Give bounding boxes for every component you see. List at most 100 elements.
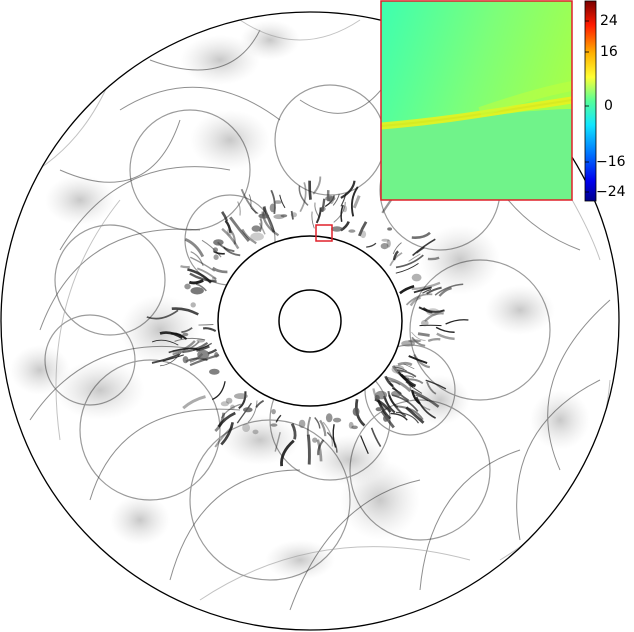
ring-clump: [251, 225, 261, 232]
ring-clump: [212, 247, 218, 253]
ring-filament: [182, 395, 206, 410]
ring-clump: [225, 397, 233, 404]
ring-filament: [162, 354, 184, 362]
colorbar-tick-16: 16: [600, 44, 618, 60]
ring-filament: [189, 272, 217, 283]
ring-filament: [326, 431, 338, 453]
ring-filament: [370, 427, 382, 448]
ring-filament: [332, 193, 340, 206]
ring-filament: [360, 435, 369, 454]
ring-filament: [238, 391, 247, 410]
ring-filament: [422, 288, 432, 294]
ring-filament: [258, 222, 266, 235]
ring-filament: [390, 412, 408, 421]
ring-filament: [408, 355, 428, 365]
ring-clump: [243, 407, 253, 413]
ring-filament: [146, 309, 179, 320]
ring-filament: [426, 381, 437, 395]
ring-filament: [350, 186, 359, 217]
ring-clump: [252, 429, 259, 435]
ring-filament: [151, 339, 179, 346]
ring-filament: [397, 405, 424, 421]
ring-filament: [389, 252, 403, 267]
ring-filament: [250, 207, 259, 214]
ring-filament: [394, 366, 407, 372]
ring-clump: [280, 214, 288, 218]
ring-filament: [425, 379, 447, 390]
ring-filament: [397, 361, 413, 367]
ring-filament: [352, 195, 361, 209]
ring-filament: [240, 188, 258, 215]
ring-filament: [422, 307, 433, 314]
ring-clump: [380, 243, 389, 250]
ring-filament: [221, 227, 240, 250]
colorbar-tick-24: 24: [600, 13, 618, 29]
shock-pattern: [10, 19, 611, 611]
ring-clump: [214, 352, 219, 358]
ring-filament: [412, 390, 440, 408]
ring-filament: [224, 220, 232, 234]
ring-filament: [405, 293, 433, 306]
ring-filament: [274, 432, 281, 452]
ring-filament: [417, 332, 430, 337]
ring-filament: [314, 417, 321, 429]
ring-filament: [220, 422, 234, 446]
ring-clump: [421, 319, 429, 327]
ring-clump: [348, 421, 354, 429]
ring-filament: [413, 286, 432, 294]
ring-clump: [329, 196, 334, 205]
ring-filament: [195, 283, 207, 292]
ring-filament: [214, 412, 226, 433]
ring-filament: [438, 286, 452, 297]
turbulent-ring: [146, 176, 469, 467]
ring-filament: [298, 185, 309, 206]
ring-clump: [298, 419, 306, 429]
ring-filament: [237, 201, 241, 216]
ring-filament: [183, 341, 200, 351]
ring-clump: [242, 423, 251, 433]
ring-filament: [308, 180, 312, 200]
ring-clump: [290, 212, 297, 218]
ring-filament: [217, 411, 236, 428]
ring-filament: [405, 380, 415, 388]
ring-filament: [340, 204, 344, 222]
ring-filament: [201, 239, 222, 258]
ring-clump: [331, 226, 343, 232]
ring-filament: [395, 254, 424, 269]
ring-filament: [388, 380, 401, 386]
ring-clump: [351, 425, 358, 430]
ring-clump: [387, 227, 392, 231]
ring-clump: [182, 356, 189, 364]
ring-filament: [397, 369, 417, 378]
ring-clump: [211, 276, 217, 281]
ring-filament: [445, 319, 469, 325]
ring-clump: [391, 364, 405, 374]
ring-clump: [325, 195, 336, 202]
ring-filament: [196, 267, 217, 281]
ring-clump: [197, 349, 210, 359]
ring-filament: [159, 331, 184, 340]
ring-filament: [404, 378, 424, 385]
ring-clump: [391, 390, 402, 397]
ring-clump: [374, 394, 380, 401]
ring-clump: [226, 228, 233, 236]
ring-filament: [387, 390, 399, 408]
ring-filament: [427, 337, 441, 342]
ring-clump: [270, 423, 278, 427]
ring-filament: [426, 286, 442, 295]
ring-filament: [221, 211, 229, 222]
ring-clump: [360, 230, 367, 239]
ring-filament: [332, 424, 337, 448]
ring-filament: [160, 352, 182, 367]
ring-filament: [415, 394, 429, 402]
ring-clump: [190, 287, 204, 295]
ring-filament: [255, 399, 265, 408]
ring-filament: [316, 439, 323, 462]
ring-filament: [290, 210, 294, 220]
ring-filament: [340, 193, 347, 207]
ring-filament: [436, 332, 455, 341]
ring-filament: [306, 434, 311, 465]
ring-filament: [395, 411, 420, 424]
ring-clump: [312, 437, 318, 443]
